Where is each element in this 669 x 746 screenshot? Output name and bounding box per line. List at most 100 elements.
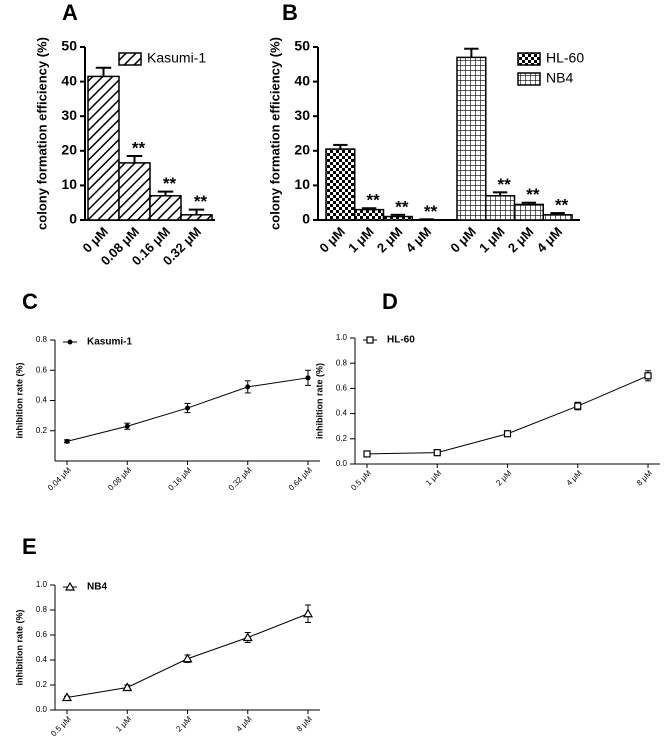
error-bar [521,201,537,205]
x-tick-label: 4 μM [565,468,584,487]
bar [87,75,120,221]
legend-label: Kasumi-1 [147,50,206,66]
marker [245,384,251,390]
significance: ** [163,174,177,193]
y-tick-label: 20 [294,142,310,158]
y-tick-label: 30 [294,107,310,123]
error-bar [390,213,406,217]
significance: ** [132,138,146,157]
x-tick-label: 0.04 μM [46,465,73,492]
x-tick-label: 8 μM [295,714,314,733]
x-tick-label: 1 μM [476,224,508,256]
marker [644,372,652,380]
y-tick-label: 0.4 [336,409,348,418]
bar [354,208,385,221]
y-tick-label: 0 [302,211,310,227]
y-axis-label: inhibition rate (%) [14,363,24,439]
y-tick-label: 0.2 [36,426,48,435]
x-tick-label: 0.5 μM [349,468,373,492]
y-tick-label: 1.0 [36,580,48,589]
bar [542,214,573,221]
panel-letter: A [62,0,78,25]
x-tick-label: 8 μM [635,468,654,487]
x-tick-label: 0.16 μM [166,465,193,492]
y-tick-label: 0.8 [36,605,48,614]
error-bar [464,47,479,58]
y-tick-label: 10 [61,176,77,192]
legend-swatch [517,52,541,66]
error-bar [126,154,143,163]
bar [513,203,544,221]
significance: ** [526,185,540,204]
bar [382,215,413,221]
y-tick-label: 10 [294,176,310,192]
marker [433,449,441,457]
y-tick-label: 0.6 [36,630,48,639]
bar [485,195,516,221]
x-tick-label: 4 μM [403,224,435,256]
panel-letter: E [22,534,37,559]
x-tick-label: 2 μM [505,224,537,256]
error-bar [419,218,434,221]
x-tick-label: 0.64 μM [287,465,314,492]
x-tick-label: 0.08 μM [106,465,133,492]
y-tick-label: 30 [61,107,77,123]
marker [122,682,133,692]
significance: ** [555,196,569,215]
x-tick-label: 2 μM [374,224,406,256]
bar [180,214,213,221]
marker [242,632,253,642]
y-axis-label: colony formation efficiency (%) [267,37,282,230]
y-tick-label: 0.2 [36,680,48,689]
bar [325,148,356,221]
marker [182,653,193,663]
y-tick-label: 0.6 [36,365,48,374]
x-tick-label: 0.32 μM [227,465,254,492]
legend-label: Kasumi-1 [87,337,132,348]
error-bar [361,207,377,210]
marker [302,608,314,618]
marker [503,430,512,438]
y-axis-label: colony formation efficiency (%) [34,37,49,230]
y-tick-label: 0.2 [336,434,348,443]
marker [363,450,371,458]
legend-label: NB4 [546,70,573,86]
x-tick-label: 2 μM [174,714,193,733]
marker [574,402,582,410]
bar [149,195,182,221]
legend-marker [366,336,374,344]
bar [118,162,151,221]
y-tick-label: 20 [61,142,77,158]
legend-marker [67,339,73,345]
bar [456,56,487,221]
x-tick-label: 1 μM [424,468,443,487]
legend-marker [64,581,76,591]
x-tick-label: 4 μM [534,224,566,256]
marker [305,375,311,381]
y-axis-label: inhibition rate (%) [14,610,24,686]
error-bar [333,143,348,150]
panel-letter: B [282,0,298,25]
y-axis-label: inhibition rate (%) [314,363,324,439]
x-tick-label: 1 μM [114,714,133,733]
marker [124,423,130,429]
panel-letter: C [22,289,38,314]
x-tick-label: 1 μM [345,224,377,256]
x-tick-label: 0.5 μM [49,714,73,738]
error-bar [95,66,112,77]
marker [185,405,190,411]
significance: ** [424,202,438,221]
x-tick-label: 2 μM [494,468,513,487]
x-tick-label: 4 μM [235,714,254,733]
legend-swatch [118,52,142,66]
significance: ** [367,191,381,210]
error-bar [492,191,508,196]
legend-swatch [517,72,541,86]
x-tick-label: 0 μM [316,224,348,256]
significance: ** [498,175,512,194]
y-tick-label: 0.8 [36,335,48,344]
y-tick-label: 40 [61,72,77,88]
legend-label: NB4 [87,582,107,593]
